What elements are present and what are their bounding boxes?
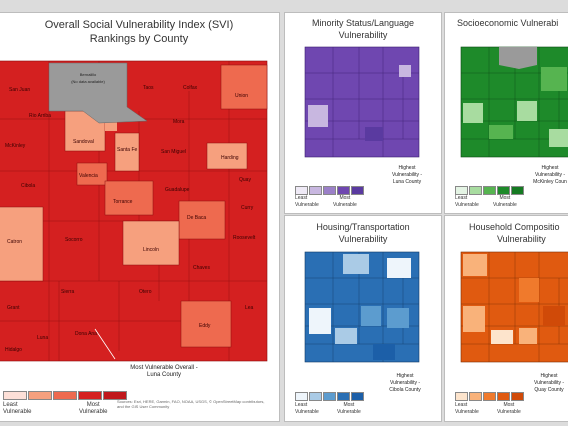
svg-text:Harding: Harding	[221, 155, 239, 161]
household-legend-left: Least Vulnerable	[455, 402, 479, 415]
minority-title-line2: Vulnerability	[338, 30, 388, 40]
socioeconomic-legend-left: Least Vulnerable	[455, 195, 479, 208]
svg-text:San Juan: San Juan	[9, 87, 30, 93]
svg-text:Valencia: Valencia	[79, 173, 98, 179]
housing-legend-right: Most Vulnerable	[337, 402, 361, 415]
county-los-alamos	[105, 121, 117, 131]
socioeconomic-legend-right: Most Vulnerable	[493, 195, 517, 208]
main-map-panel: Overall Social Vulnerability Index (SVI)…	[0, 12, 280, 422]
svg-text:San Miguel: San Miguel	[161, 149, 186, 155]
socioeconomic-callout: Highest Vulnerability - McKinley Coun	[533, 165, 567, 185]
svg-text:Union: Union	[235, 93, 248, 99]
svg-text:Sierra: Sierra	[61, 289, 75, 295]
svg-text:Lea: Lea	[245, 305, 254, 311]
svg-text:Hidalgo: Hidalgo	[5, 347, 22, 353]
svg-text:Guadalupe: Guadalupe	[165, 187, 190, 193]
svg-text:Mora: Mora	[173, 119, 185, 125]
minority-legend-right: Most Vulnerable	[333, 195, 357, 208]
svg-text:Curry: Curry	[241, 205, 254, 211]
main-legend-right: Most Vulnerable	[79, 402, 108, 415]
svg-text:Catron: Catron	[7, 239, 22, 245]
socioeconomic-legend	[455, 186, 525, 195]
svg-text:Dona Ana: Dona Ana	[75, 331, 97, 337]
socioeconomic-panel: Socioeconomic Vulnerabi Highest Vulnerab…	[444, 12, 568, 214]
main-map-title-line2: Rankings by County	[89, 33, 189, 45]
minority-panel: Minority Status/Language Vulnerability H…	[284, 12, 442, 214]
household-title-line2: Vulnerability	[497, 234, 546, 244]
county-valencia	[76, 162, 108, 186]
svg-text:Luna: Luna	[37, 335, 48, 341]
housing-title-line2: Vulnerability	[338, 234, 388, 244]
svg-text:Grant: Grant	[7, 305, 20, 311]
svg-text:Eddy: Eddy	[199, 323, 211, 329]
household-map	[460, 251, 568, 363]
svg-text:Cibola: Cibola	[21, 183, 35, 189]
county-union	[220, 64, 268, 110]
socioeconomic-title-line1: Socioeconomic Vulnerabi	[457, 18, 559, 28]
county-catron	[0, 206, 44, 282]
housing-panel: Housing/Transportation Vulnerability Hig…	[284, 215, 442, 422]
county-de-baca	[178, 200, 226, 240]
svg-text:McKinley: McKinley	[5, 143, 26, 149]
svg-text:Otero: Otero	[139, 289, 152, 295]
svg-text:Quay: Quay	[239, 177, 251, 183]
county-eddy	[180, 300, 232, 348]
svg-text:Sandoval: Sandoval	[73, 139, 94, 145]
socioeconomic-map	[460, 46, 568, 158]
svg-text:Torrance: Torrance	[113, 199, 133, 205]
household-title-line1: Household Compositio	[469, 222, 560, 232]
svg-text:Rio Arriba: Rio Arriba	[29, 113, 51, 119]
county-lincoln	[122, 220, 180, 266]
svi-overall-map: San Juan Rio Arriba Taos Colfax Union Mc…	[0, 60, 268, 362]
main-legend-left: Least Vulnerable	[3, 402, 32, 415]
housing-legend	[295, 392, 365, 401]
county-harding	[206, 142, 248, 170]
county-torrance	[104, 180, 154, 216]
main-map-title-line1: Overall Social Vulnerability Index (SVI)	[44, 19, 234, 31]
minority-map	[304, 46, 420, 158]
main-nodata-label: Bernalillo (No data available)	[71, 72, 105, 84]
svg-text:Santa Fe: Santa Fe	[117, 147, 138, 153]
household-legend-right: Most Vulnerable	[497, 402, 521, 415]
minority-callout: Highest Vulnerability - Luna County	[391, 165, 423, 185]
housing-map	[304, 251, 420, 363]
main-source: Sources: Esri, HERE, Garmin, FAO, NOAA, …	[117, 399, 265, 409]
county-bernalillo-nodata	[48, 62, 148, 124]
minority-legend	[295, 186, 365, 195]
household-callout: Highest Vulnerability - Quay County	[533, 373, 565, 393]
svg-text:Taos: Taos	[143, 85, 154, 91]
housing-legend-left: Least Vulnerable	[295, 402, 319, 415]
minority-legend-left: Least Vulnerable	[295, 195, 319, 208]
household-legend	[455, 392, 525, 401]
svg-text:Lincoln: Lincoln	[143, 247, 159, 253]
svg-text:Chaves: Chaves	[193, 265, 210, 271]
svg-text:Roosevelt: Roosevelt	[233, 235, 256, 241]
housing-title-line1: Housing/Transportation	[316, 222, 410, 232]
main-callout: Most Vulnerable Overall - Luna County	[130, 365, 198, 378]
county-santa-fe	[114, 132, 140, 172]
household-panel: Household Compositio Vulnerability Highe…	[444, 215, 568, 422]
minority-title-line1: Minority Status/Language	[311, 18, 415, 28]
housing-callout: Highest Vulnerability - Cibola County	[389, 373, 421, 393]
svg-text:Colfax: Colfax	[183, 85, 198, 91]
main-legend	[3, 391, 128, 400]
svg-text:De Baca: De Baca	[187, 215, 206, 221]
svg-text:Socorro: Socorro	[65, 237, 83, 243]
